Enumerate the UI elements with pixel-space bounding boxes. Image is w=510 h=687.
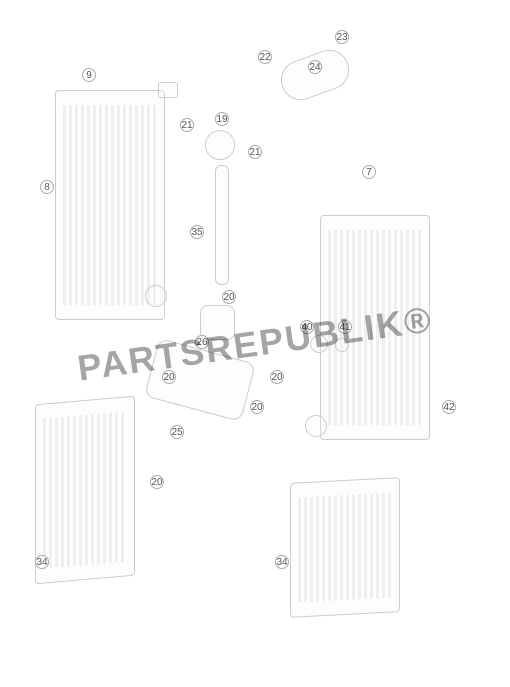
callout-circle-icon: 41 xyxy=(338,320,352,334)
callout-circle-icon: 21 xyxy=(180,118,194,132)
callout-circle-icon: 26 xyxy=(195,335,209,349)
callout-8: 8 xyxy=(40,180,54,194)
callout-42: 42 xyxy=(442,400,456,414)
bolt xyxy=(310,335,328,353)
callout-20: 20 xyxy=(150,475,164,489)
callout-circle-icon: 20 xyxy=(222,290,236,304)
callout-35: 35 xyxy=(190,225,204,239)
callout-circle-icon: 35 xyxy=(190,225,204,239)
callout-circle-icon: 24 xyxy=(308,60,322,74)
hose-top xyxy=(275,44,354,106)
callout-34: 34 xyxy=(35,555,49,569)
callout-22: 22 xyxy=(258,50,272,64)
callout-circle-icon: 23 xyxy=(335,30,349,44)
washer xyxy=(335,338,349,352)
callout-circle-icon: 8 xyxy=(40,180,54,194)
callout-circle-icon: 7 xyxy=(362,165,376,179)
guard-left-fins xyxy=(43,411,127,568)
callout-23: 23 xyxy=(335,30,349,44)
callout-25: 25 xyxy=(170,425,184,439)
radiator-right-outlet xyxy=(305,415,327,437)
callout-40: 40 xyxy=(300,320,314,334)
callout-20: 20 xyxy=(222,290,236,304)
callout-20: 20 xyxy=(250,400,264,414)
callout-24: 24 xyxy=(308,60,322,74)
radiator-left-outlet xyxy=(145,285,167,307)
callout-26: 26 xyxy=(195,335,209,349)
callout-circle-icon: 25 xyxy=(170,425,184,439)
callout-circle-icon: 20 xyxy=(150,475,164,489)
callout-circle-icon: 19 xyxy=(215,112,229,126)
callout-20: 20 xyxy=(162,370,176,384)
hose-lower xyxy=(144,338,256,422)
callout-circle-icon: 42 xyxy=(442,400,456,414)
callout-20: 20 xyxy=(270,370,284,384)
callout-circle-icon: 34 xyxy=(275,555,289,569)
callout-circle-icon: 20 xyxy=(250,400,264,414)
callout-circle-icon: 22 xyxy=(258,50,272,64)
radiator-left-fins xyxy=(63,105,157,305)
callout-circle-icon: 9 xyxy=(82,68,96,82)
hose-vertical xyxy=(215,165,229,285)
callout-circle-icon: 34 xyxy=(35,555,49,569)
callout-9: 9 xyxy=(82,68,96,82)
guard-right-fins xyxy=(298,493,392,603)
callout-7: 7 xyxy=(362,165,376,179)
callout-19: 19 xyxy=(215,112,229,126)
callout-21: 21 xyxy=(248,145,262,159)
callout-circle-icon: 20 xyxy=(270,370,284,384)
callout-41: 41 xyxy=(338,320,352,334)
callout-21: 21 xyxy=(180,118,194,132)
callout-34: 34 xyxy=(275,555,289,569)
callout-circle-icon: 21 xyxy=(248,145,262,159)
callout-circle-icon: 20 xyxy=(162,370,176,384)
callout-circle-icon: 40 xyxy=(300,320,314,334)
t-piece-fitting xyxy=(205,130,235,160)
radiator-cap xyxy=(158,82,178,98)
